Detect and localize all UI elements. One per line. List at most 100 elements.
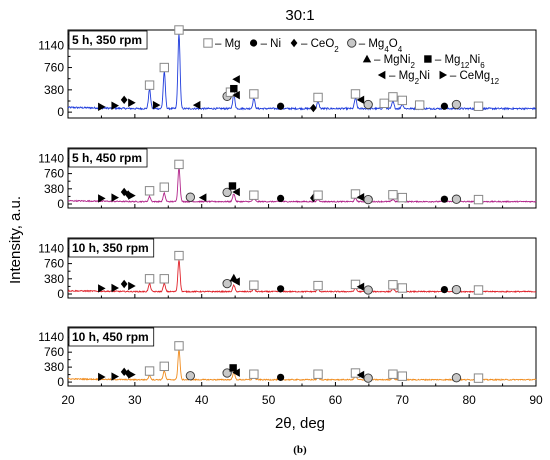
panel-label: 5 h, 450 rpm [68, 148, 148, 168]
phase-marker-open-square [144, 186, 155, 196]
phase-marker-grey-circle [363, 285, 373, 295]
phase-marker-open-square [313, 190, 323, 200]
x-tick-label: 20 [61, 393, 75, 407]
phase-marker-left-triangle [356, 370, 365, 380]
phase-marker-right-triangle [98, 194, 106, 203]
panel-label: 10 h, 350 rpm [68, 238, 155, 258]
panel-label-box [68, 327, 155, 347]
y-tick-label: 380 [44, 182, 64, 196]
phase-marker-filled-diamond [310, 103, 317, 113]
phase-marker-grey-circle [363, 99, 373, 110]
phase-marker-open-square [159, 62, 169, 73]
x-axis: 20 30 40 50 60 70 80 90 [61, 393, 543, 407]
phase-marker-grey-circle [222, 187, 232, 198]
x-tick-label: 70 [396, 393, 410, 407]
phase-marker-open-square [159, 182, 169, 192]
phase-marker-open-square [388, 280, 398, 290]
phase-marker-left-triangle [232, 368, 240, 377]
phase-marker-left-triangle [232, 75, 240, 84]
phase-marker-open-square [249, 190, 259, 200]
y-tick-label: 0 [57, 105, 64, 119]
phase-marker-open-square [144, 366, 155, 376]
phase-marker-open-square [350, 89, 361, 99]
phase-marker-grey-circle [451, 373, 462, 383]
y-tick-label: 1140 [38, 241, 64, 255]
legend-label: – CeMg12 [450, 70, 500, 86]
phase-marker-right-triangle [98, 102, 106, 112]
panel-label: 10 h, 450 rpm [68, 327, 155, 347]
phase-marker-filled-diamond [120, 187, 128, 197]
phase-marker-filled-circle [277, 102, 285, 110]
phase-marker-left-triangle [232, 90, 240, 100]
phase-marker-open-square [397, 283, 407, 293]
y-tick-label: 0 [57, 375, 64, 389]
phase-marker-left-triangle [356, 193, 365, 202]
legend-item: – CeMg12 [439, 70, 500, 86]
phase-marker-open-square [350, 368, 361, 378]
phase-marker-filled-diamond [120, 95, 128, 105]
phase-marker-grey-circle [222, 368, 232, 378]
panel-label-box [68, 238, 155, 258]
phase-marker-left-triangle [356, 282, 365, 291]
y-tick-label: 760 [44, 345, 64, 359]
legend-item: – Ni [249, 38, 281, 50]
x-tick-label: 60 [329, 393, 343, 407]
phase-marker-open-square [397, 192, 407, 203]
legend-marker-grey-circle [347, 38, 357, 48]
y-tick-label: 0 [57, 197, 64, 211]
phase-marker-right-triangle [111, 101, 119, 110]
legend-label: – Mg [215, 38, 241, 50]
y-tick-label: 1140 [38, 38, 64, 52]
phase-marker-open-square [397, 371, 407, 381]
series-line [67, 349, 537, 382]
phase-marker-left-triangle [232, 187, 240, 197]
phase-marker-open-square [414, 100, 425, 110]
phase-marker-right-triangle [128, 191, 136, 200]
x-axis-label: 2θ, deg [275, 415, 325, 432]
phase-marker-open-square [313, 369, 323, 379]
y-tick-label: 760 [44, 257, 64, 271]
legend-marker-filled-up-triangle [362, 54, 372, 63]
phase-marker-grey-circle [222, 278, 232, 289]
y-tick-label: 760 [44, 167, 64, 181]
phase-marker-filled-circle [440, 102, 449, 110]
y-tick-label: 380 [44, 83, 64, 97]
phase-marker-left-triangle [192, 100, 201, 110]
phase-marker-right-triangle [128, 98, 136, 107]
x-tick-label: 30 [128, 393, 142, 407]
phase-marker-open-square [249, 369, 259, 379]
phase-marker-filled-square [229, 364, 237, 372]
legend-label: – Mg12Ni6 [435, 54, 485, 70]
legend-label: – CeO2 [301, 38, 339, 54]
phase-marker-open-square [159, 361, 169, 372]
legend-marker-right-triangle [439, 70, 448, 80]
phase-marker-grey-circle [185, 192, 195, 202]
panel-1: 0 380 760 1140 5 h, 350 rpm [38, 25, 537, 119]
phase-marker-open-square [174, 250, 184, 261]
phase-marker-open-square [350, 189, 361, 199]
phase-marker-open-square [249, 89, 259, 99]
phase-marker-open-square [473, 194, 484, 205]
phase-marker-filled-circle [440, 286, 449, 294]
legend-item: – Mg12Ni6 [424, 54, 485, 70]
phase-marker-filled-circle [277, 194, 285, 202]
phase-marker-filled-square [228, 182, 237, 190]
legend-label: – MgNi2 [374, 54, 415, 70]
phase-marker-grey-circle [451, 99, 462, 110]
series-name: 10 h, 350 rpm [72, 241, 149, 255]
phase-marker-right-triangle [111, 193, 119, 202]
phase-marker-open-square [350, 279, 361, 290]
x-tick-label: 90 [529, 393, 543, 407]
phase-marker-open-square [473, 285, 484, 295]
x-tick-label: 50 [262, 393, 276, 407]
legend-marker-filled-diamond [290, 38, 298, 48]
phase-marker-open-square [473, 373, 484, 383]
phase-marker-left-triangle [356, 95, 365, 105]
legend-item: – Mg2Ni [377, 70, 430, 86]
y-tick-label: 760 [44, 61, 64, 75]
phase-marker-open-square [388, 369, 398, 379]
phase-marker-grey-circle [363, 373, 373, 383]
